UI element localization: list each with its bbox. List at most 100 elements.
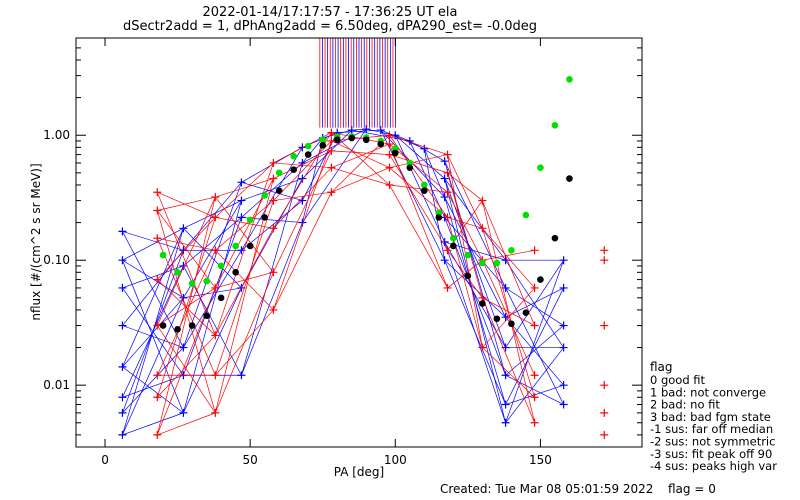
series-1-line [389, 184, 448, 193]
series-0-line [122, 265, 184, 289]
series-0-point [440, 174, 449, 183]
series-2-point [522, 211, 530, 219]
series-1-point [211, 283, 220, 292]
series-1-line [482, 228, 535, 398]
series-0-line [444, 196, 506, 405]
series-0-point [298, 143, 307, 152]
series-1-line [156, 196, 216, 326]
series-1-line [215, 196, 274, 273]
series-1-point [211, 213, 220, 222]
series-1-line [447, 200, 483, 251]
series-1-point [211, 331, 220, 340]
series-1-line [273, 167, 332, 229]
series-0-point [298, 174, 307, 183]
series-1-line [482, 228, 535, 289]
series-1-line [389, 167, 448, 218]
series-1-line [331, 143, 390, 169]
series-1-line [156, 210, 216, 289]
series-0-line [122, 231, 184, 251]
created-timestamp: Created: Tue Mar 08 05:01:59 2022 [440, 482, 653, 496]
series-0-point [376, 126, 385, 135]
series-1-line [215, 162, 274, 218]
series-1-line [215, 271, 274, 289]
series-1-point [153, 275, 162, 284]
series-0-line [444, 178, 506, 261]
series-1-line [156, 217, 216, 398]
series-1-point [211, 246, 220, 255]
chart-title-line2: dSectr2add = 1, dPhAng2add = 6.50deg, dP… [123, 19, 537, 34]
series-0-line [241, 222, 303, 376]
series-3-point [333, 136, 341, 144]
series-0-point [440, 157, 449, 166]
series-1-line [447, 154, 483, 229]
series-2-point [159, 251, 167, 259]
series-2-point [217, 262, 225, 270]
series-2-point [246, 216, 254, 224]
chart-axes: 0 50 100 150 1.00 0.10 0.01 [43, 37, 642, 467]
series-0-line [505, 287, 564, 405]
series-0-point [179, 343, 188, 352]
series-0-point [362, 125, 371, 134]
series-0 [118, 125, 568, 439]
legend-title: flag [650, 360, 673, 374]
series-2-point [450, 234, 457, 242]
series-1-point [211, 408, 220, 417]
series-0-line [183, 287, 242, 414]
series-1-point [385, 150, 394, 159]
series-3-point [319, 142, 327, 149]
series-3-point [508, 320, 515, 328]
series-0-point [420, 144, 429, 153]
series-1-line [447, 172, 483, 298]
series-1-line [447, 172, 483, 201]
x-tick-label: 50 [243, 453, 258, 467]
series-1-line [447, 259, 483, 289]
series-3-point [391, 149, 399, 157]
series-0-line [444, 260, 506, 405]
series-1-point [211, 371, 220, 380]
series-0-line [409, 140, 445, 162]
series-3-point [362, 136, 370, 144]
series-0-point [559, 400, 568, 409]
series-1-line [214, 162, 274, 336]
x-tick-label: 100 [384, 453, 407, 467]
series-1-point [327, 128, 336, 137]
series-1-line [482, 297, 535, 423]
series-1-point [530, 321, 539, 330]
legend-item: 3 bad: bad fgm state [650, 410, 771, 424]
x-tick-label: 0 [101, 453, 109, 467]
series-0-line [395, 134, 410, 142]
series-3-point [537, 276, 544, 283]
legend-item: -2 sus: not symmetric [650, 435, 775, 449]
series-1-line [389, 134, 448, 155]
series-2-point [406, 159, 414, 167]
series-0-line [423, 148, 445, 198]
series-0-line [444, 161, 506, 289]
series-2-point [464, 251, 472, 259]
series-3-point [174, 325, 181, 333]
y-tick-label: 0.10 [43, 253, 70, 267]
series-0-line [505, 347, 564, 423]
series-3-point [246, 242, 254, 250]
series-1-point [600, 321, 609, 330]
series-1-line [389, 143, 448, 289]
series-0-line [122, 412, 184, 436]
series-1-line [157, 191, 216, 218]
series-2-point [261, 192, 268, 199]
series-1-line [273, 132, 332, 229]
series-0-point [440, 193, 449, 202]
series-0-point [559, 343, 568, 352]
series-3-point [290, 166, 297, 173]
series-0-line [505, 374, 564, 405]
series-1-line [482, 347, 535, 398]
series-2-point [508, 247, 515, 254]
series-0-line [444, 217, 506, 289]
series-3-point [406, 164, 414, 171]
series-0-point [118, 408, 127, 417]
series-2-point [203, 277, 210, 285]
series-0-point [501, 418, 510, 427]
series-2-point [232, 242, 239, 250]
legend-item: -1 sus: far off median [650, 422, 773, 436]
series-1-point [385, 140, 394, 149]
series-0-line [505, 287, 564, 318]
series-1-line [157, 412, 216, 436]
